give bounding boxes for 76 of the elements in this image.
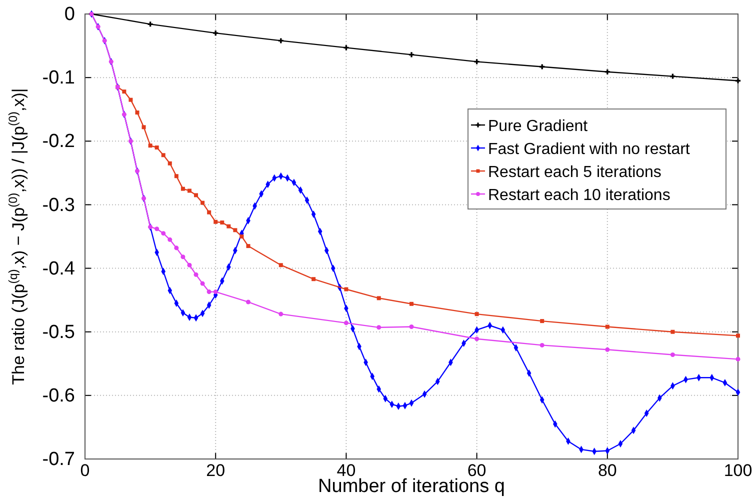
point — [174, 246, 179, 250]
point — [174, 174, 178, 178]
x-tick-label: 0 — [80, 461, 90, 480]
y-tick-label: -0.7 — [42, 449, 75, 470]
point — [206, 290, 212, 294]
point — [278, 263, 283, 268]
point — [540, 64, 545, 70]
point — [409, 324, 414, 330]
point — [604, 69, 610, 74]
point — [200, 200, 205, 205]
point — [246, 244, 250, 248]
point — [344, 320, 348, 326]
point — [540, 319, 544, 324]
y-tick-label: -0.3 — [42, 194, 75, 216]
point — [278, 312, 284, 316]
point — [207, 210, 212, 214]
point — [187, 262, 192, 268]
point — [161, 231, 166, 236]
point — [474, 312, 479, 316]
point — [312, 277, 316, 282]
point — [180, 186, 185, 191]
point — [246, 300, 251, 304]
point — [278, 38, 284, 44]
point — [180, 254, 186, 260]
point — [670, 330, 675, 334]
point — [148, 144, 152, 148]
x-tick-label: 80 — [598, 461, 617, 480]
y-tick-label: -0.4 — [42, 258, 76, 280]
point — [168, 161, 172, 166]
point — [474, 59, 480, 64]
point — [128, 98, 133, 102]
y-tick-label: -0.6 — [42, 386, 75, 407]
point — [605, 324, 610, 329]
legend-label: Restart each 10 iterations — [488, 187, 670, 204]
point — [187, 188, 192, 193]
point — [194, 193, 198, 198]
point — [736, 334, 740, 338]
point — [213, 290, 218, 294]
point — [154, 226, 160, 232]
y-tick-label: -0.1 — [42, 68, 75, 89]
point — [214, 220, 218, 224]
x-tick-label: 100 — [724, 461, 752, 480]
point — [344, 45, 349, 50]
y-tick-label: -0.5 — [42, 322, 75, 343]
point — [154, 146, 159, 150]
point — [200, 281, 205, 286]
point — [142, 125, 146, 130]
point — [605, 347, 610, 352]
point — [226, 224, 231, 228]
point — [213, 30, 218, 36]
point — [735, 78, 741, 84]
point — [376, 296, 381, 300]
point — [376, 325, 382, 330]
point — [168, 237, 172, 242]
point — [670, 74, 676, 79]
point — [736, 356, 740, 362]
legend-label: Pure Gradient — [488, 118, 588, 135]
point — [240, 234, 244, 238]
point — [233, 228, 238, 232]
legend-label: Restart each 5 iterations — [488, 164, 662, 181]
point — [194, 272, 198, 277]
point — [122, 90, 126, 94]
point — [408, 52, 414, 58]
point — [135, 110, 140, 115]
y-tick-label: 0 — [64, 4, 75, 26]
point — [344, 287, 348, 292]
y-tick-label: -0.2 — [42, 131, 75, 152]
point — [161, 153, 166, 158]
point — [540, 342, 544, 348]
point — [670, 352, 675, 357]
point — [410, 302, 414, 306]
point — [148, 22, 153, 27]
x-tick-label: 20 — [206, 461, 226, 480]
point — [220, 220, 224, 225]
legend-label: Fast Gradient with no restart — [488, 141, 690, 158]
point — [474, 336, 480, 342]
